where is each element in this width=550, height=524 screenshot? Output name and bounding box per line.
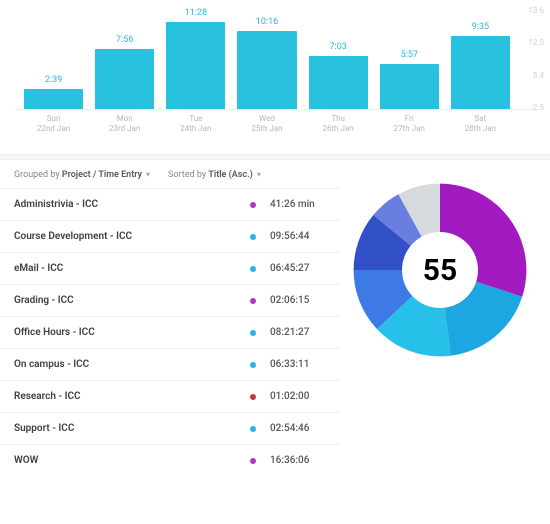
bar-value-label: 2:39: [45, 75, 62, 85]
color-dot-icon: [250, 202, 256, 208]
bar-value-label: 10:16: [256, 17, 278, 27]
donut-panel: 55: [340, 160, 550, 476]
bar-value-label: 9:35: [472, 22, 489, 32]
x-axis-label: Sat28th Jan: [447, 114, 514, 135]
list-item[interactable]: Office Hours - ICC 08:21:27: [0, 316, 340, 348]
list-item[interactable]: Course Development - ICC 09:56:44: [0, 220, 340, 252]
bar-column[interactable]: 7:56: [91, 6, 158, 109]
group-by-prefix: Grouped by: [14, 170, 62, 180]
group-by-value: Project / Time Entry: [62, 170, 142, 180]
x-axis-label: Mon23rd Jan: [91, 114, 158, 135]
color-dot-icon: [250, 426, 256, 432]
bar-column[interactable]: 10:16: [233, 6, 300, 109]
donut-center-value: 55: [402, 232, 478, 308]
color-dot-icon: [250, 234, 256, 240]
list-item[interactable]: On campus - ICC 06:33:11: [0, 348, 340, 380]
sort-by-value: Title (Asc.): [208, 170, 252, 180]
entry-title: Course Development - ICC: [14, 231, 250, 242]
entry-duration: 09:56:44: [270, 231, 334, 242]
list-item[interactable]: eMail - ICC 06:45:27: [0, 252, 340, 284]
entry-title: Office Hours - ICC: [14, 327, 250, 338]
entry-duration: 06:45:27: [270, 263, 334, 274]
entry-list: Grouped by Project / Time Entry ▾ Sorted …: [0, 160, 340, 476]
bar: [380, 64, 439, 109]
entry-title: eMail - ICC: [14, 263, 250, 274]
bar: [309, 56, 368, 109]
bar-column[interactable]: 5:57: [376, 6, 443, 109]
x-axis-label: Fri27th Jan: [376, 114, 443, 135]
color-dot-icon: [250, 266, 256, 272]
x-axis-label: Wed25th Jan: [233, 114, 300, 135]
entry-title: Support - ICC: [14, 423, 250, 434]
sort-by-selector[interactable]: Sorted by Title (Asc.) ▾: [168, 170, 261, 180]
entry-duration: 02:54:46: [270, 423, 334, 434]
entry-title: On campus - ICC: [14, 359, 250, 370]
bar: [237, 31, 296, 109]
bar: [95, 49, 154, 109]
entry-title: Administrivia - ICC: [14, 199, 250, 210]
donut-chart: 55: [350, 180, 530, 360]
list-item[interactable]: Research - ICC 01:02:00: [0, 380, 340, 412]
x-axis-label: Sun22nd Jan: [20, 114, 87, 135]
x-axis-label: Tue24th Jan: [162, 114, 229, 135]
bar-column[interactable]: 11:28: [162, 6, 229, 109]
group-by-selector[interactable]: Grouped by Project / Time Entry ▾: [14, 170, 150, 180]
entry-title: WOW: [14, 455, 250, 466]
chevron-down-icon: ▾: [257, 170, 261, 179]
bar: [166, 22, 225, 109]
bar-value-label: 7:03: [329, 42, 346, 52]
bar-column[interactable]: 7:03: [305, 6, 372, 109]
bar-column[interactable]: 2:39: [20, 6, 87, 109]
list-controls: Grouped by Project / Time Entry ▾ Sorted …: [0, 160, 340, 188]
sort-by-prefix: Sorted by: [168, 170, 208, 180]
entry-title: Research - ICC: [14, 391, 250, 402]
list-item[interactable]: Grading - ICC 02:06:15: [0, 284, 340, 316]
entry-duration: 06:33:11: [270, 359, 334, 370]
bar-value-label: 11:28: [185, 8, 207, 18]
entry-duration: 02:06:15: [270, 295, 334, 306]
entry-duration: 16:36:06: [270, 455, 334, 466]
time-bar-chart: 13.6 12.0 8.4 2.5 2:397:5611:2810:167:03…: [0, 0, 550, 140]
chevron-down-icon: ▾: [146, 170, 150, 179]
bar-row: 2:39 7:56 11:28 10:16 7:03 5:57 9:35: [14, 6, 536, 110]
bar-column[interactable]: 9:35: [447, 6, 514, 109]
entry-rows: Administrivia - ICC 41:26 min Course Devel…: [0, 188, 340, 476]
color-dot-icon: [250, 394, 256, 400]
list-item[interactable]: WOW 16:36:06: [0, 444, 340, 476]
bar-value-label: 5:57: [401, 50, 418, 60]
list-item[interactable]: Administrivia - ICC 41:26 min: [0, 188, 340, 220]
bar-value-label: 7:56: [116, 35, 133, 45]
details-section: Grouped by Project / Time Entry ▾ Sorted …: [0, 160, 550, 476]
entry-duration: 41:26 min: [270, 199, 334, 210]
list-item[interactable]: Support - ICC 02:54:46: [0, 412, 340, 444]
entry-duration: 01:02:00: [270, 391, 334, 402]
x-axis-label: Thu26th Jan: [305, 114, 372, 135]
color-dot-icon: [250, 298, 256, 304]
color-dot-icon: [250, 362, 256, 368]
x-axis-labels: Sun22nd JanMon23rd JanTue24th JanWed25th…: [14, 110, 536, 135]
bar: [24, 89, 83, 109]
color-dot-icon: [250, 458, 256, 464]
bar: [451, 36, 510, 109]
entry-duration: 08:21:27: [270, 327, 334, 338]
color-dot-icon: [250, 330, 256, 336]
entry-title: Grading - ICC: [14, 295, 250, 306]
